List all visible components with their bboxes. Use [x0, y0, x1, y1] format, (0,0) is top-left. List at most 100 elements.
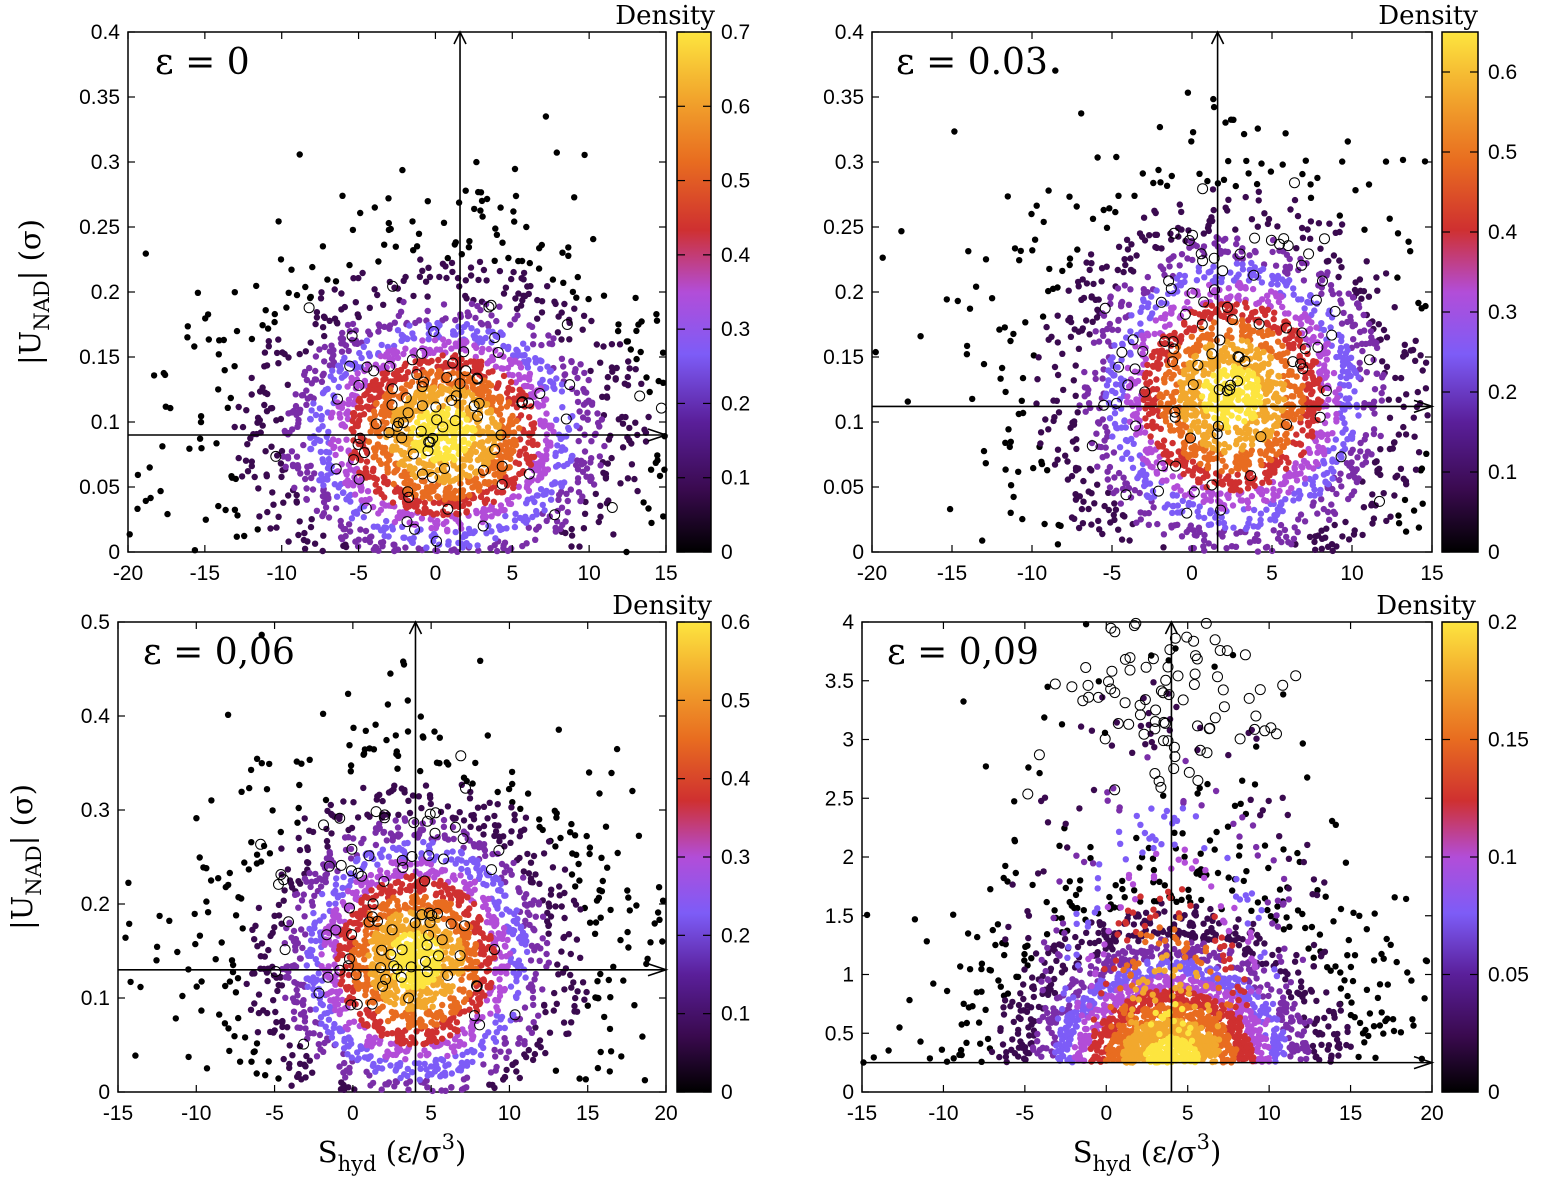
data-point — [1307, 218, 1315, 225]
data-point — [532, 536, 539, 543]
data-point — [616, 341, 624, 348]
data-point — [434, 517, 441, 525]
data-point — [434, 392, 441, 399]
data-point — [1010, 493, 1017, 501]
data-point — [1232, 226, 1239, 233]
data-point — [1290, 285, 1297, 292]
data-point — [342, 532, 349, 540]
data-point — [595, 518, 602, 526]
data-point — [1149, 353, 1156, 361]
data-point — [345, 400, 352, 408]
data-point — [419, 337, 426, 344]
data-point — [1357, 448, 1364, 455]
data-point — [1010, 330, 1017, 338]
data-point — [1094, 481, 1101, 488]
data-point — [414, 483, 421, 490]
data-point — [1232, 424, 1240, 431]
data-point — [528, 421, 535, 428]
data-point — [366, 495, 373, 503]
data-point — [1306, 533, 1314, 541]
data-point — [541, 507, 548, 514]
data-point — [1116, 444, 1124, 451]
data-point — [1304, 317, 1311, 324]
data-point — [1007, 509, 1014, 516]
data-point — [1106, 415, 1114, 422]
data-point — [382, 375, 389, 382]
data-point — [302, 348, 309, 355]
data-point — [271, 310, 278, 318]
data-point — [568, 532, 576, 539]
data-point — [529, 513, 536, 521]
data-point — [538, 309, 546, 316]
data-point — [625, 358, 632, 365]
data-point — [421, 499, 428, 506]
data-point — [1170, 398, 1177, 405]
data-point — [1099, 416, 1107, 423]
data-point — [505, 384, 512, 392]
data-point — [1195, 418, 1202, 425]
data-point — [1094, 463, 1101, 470]
data-point — [553, 149, 560, 156]
data-point — [463, 416, 470, 423]
data-point — [1163, 182, 1171, 189]
data-point — [1335, 273, 1342, 281]
data-point — [311, 470, 318, 477]
data-point — [640, 499, 647, 506]
data-point — [391, 319, 398, 326]
data-point — [452, 528, 459, 536]
data-point — [493, 384, 500, 392]
data-point — [483, 277, 490, 284]
data-point — [1245, 504, 1252, 512]
data-point — [1143, 457, 1150, 464]
data-point — [220, 336, 227, 344]
data-point — [511, 316, 518, 323]
data-point — [410, 534, 417, 542]
data-point — [1086, 266, 1093, 274]
data-point — [1001, 324, 1008, 331]
data-point — [1264, 543, 1271, 551]
data-point — [1190, 327, 1198, 334]
data-point — [1394, 274, 1401, 281]
data-point — [1392, 474, 1399, 481]
data-point — [1127, 286, 1134, 293]
data-point — [1122, 424, 1130, 431]
data-point — [1273, 293, 1280, 300]
data-point — [446, 484, 453, 491]
data-point — [530, 332, 537, 339]
data-point — [1079, 520, 1087, 527]
data-point — [1100, 358, 1107, 365]
data-point — [1339, 368, 1347, 375]
data-point — [474, 542, 481, 549]
data-point — [1092, 369, 1099, 377]
data-point — [1146, 315, 1154, 322]
data-point — [1059, 350, 1066, 357]
data-point — [268, 443, 275, 450]
highlight-point — [303, 302, 315, 314]
data-point — [481, 478, 489, 486]
data-point — [512, 379, 519, 386]
data-point — [1140, 214, 1148, 221]
data-point — [227, 394, 234, 402]
data-point — [402, 345, 409, 352]
data-point — [465, 525, 473, 533]
data-point — [390, 350, 398, 358]
data-point — [1336, 290, 1343, 297]
data-point — [1328, 501, 1335, 508]
data-point — [1031, 236, 1039, 243]
data-point — [997, 375, 1004, 382]
data-point — [1030, 464, 1037, 472]
data-point — [301, 545, 309, 552]
data-point — [1323, 356, 1331, 363]
data-point — [412, 319, 419, 327]
data-point — [308, 407, 315, 414]
data-point — [573, 294, 580, 301]
data-point — [337, 414, 344, 421]
data-point — [248, 335, 256, 343]
colorbar-tick-label: 0.4 — [721, 244, 751, 267]
data-point — [1245, 170, 1252, 177]
data-point — [1153, 231, 1161, 238]
data-point — [303, 376, 311, 384]
data-point — [362, 536, 369, 543]
data-point — [547, 378, 554, 385]
data-point — [1290, 535, 1298, 542]
